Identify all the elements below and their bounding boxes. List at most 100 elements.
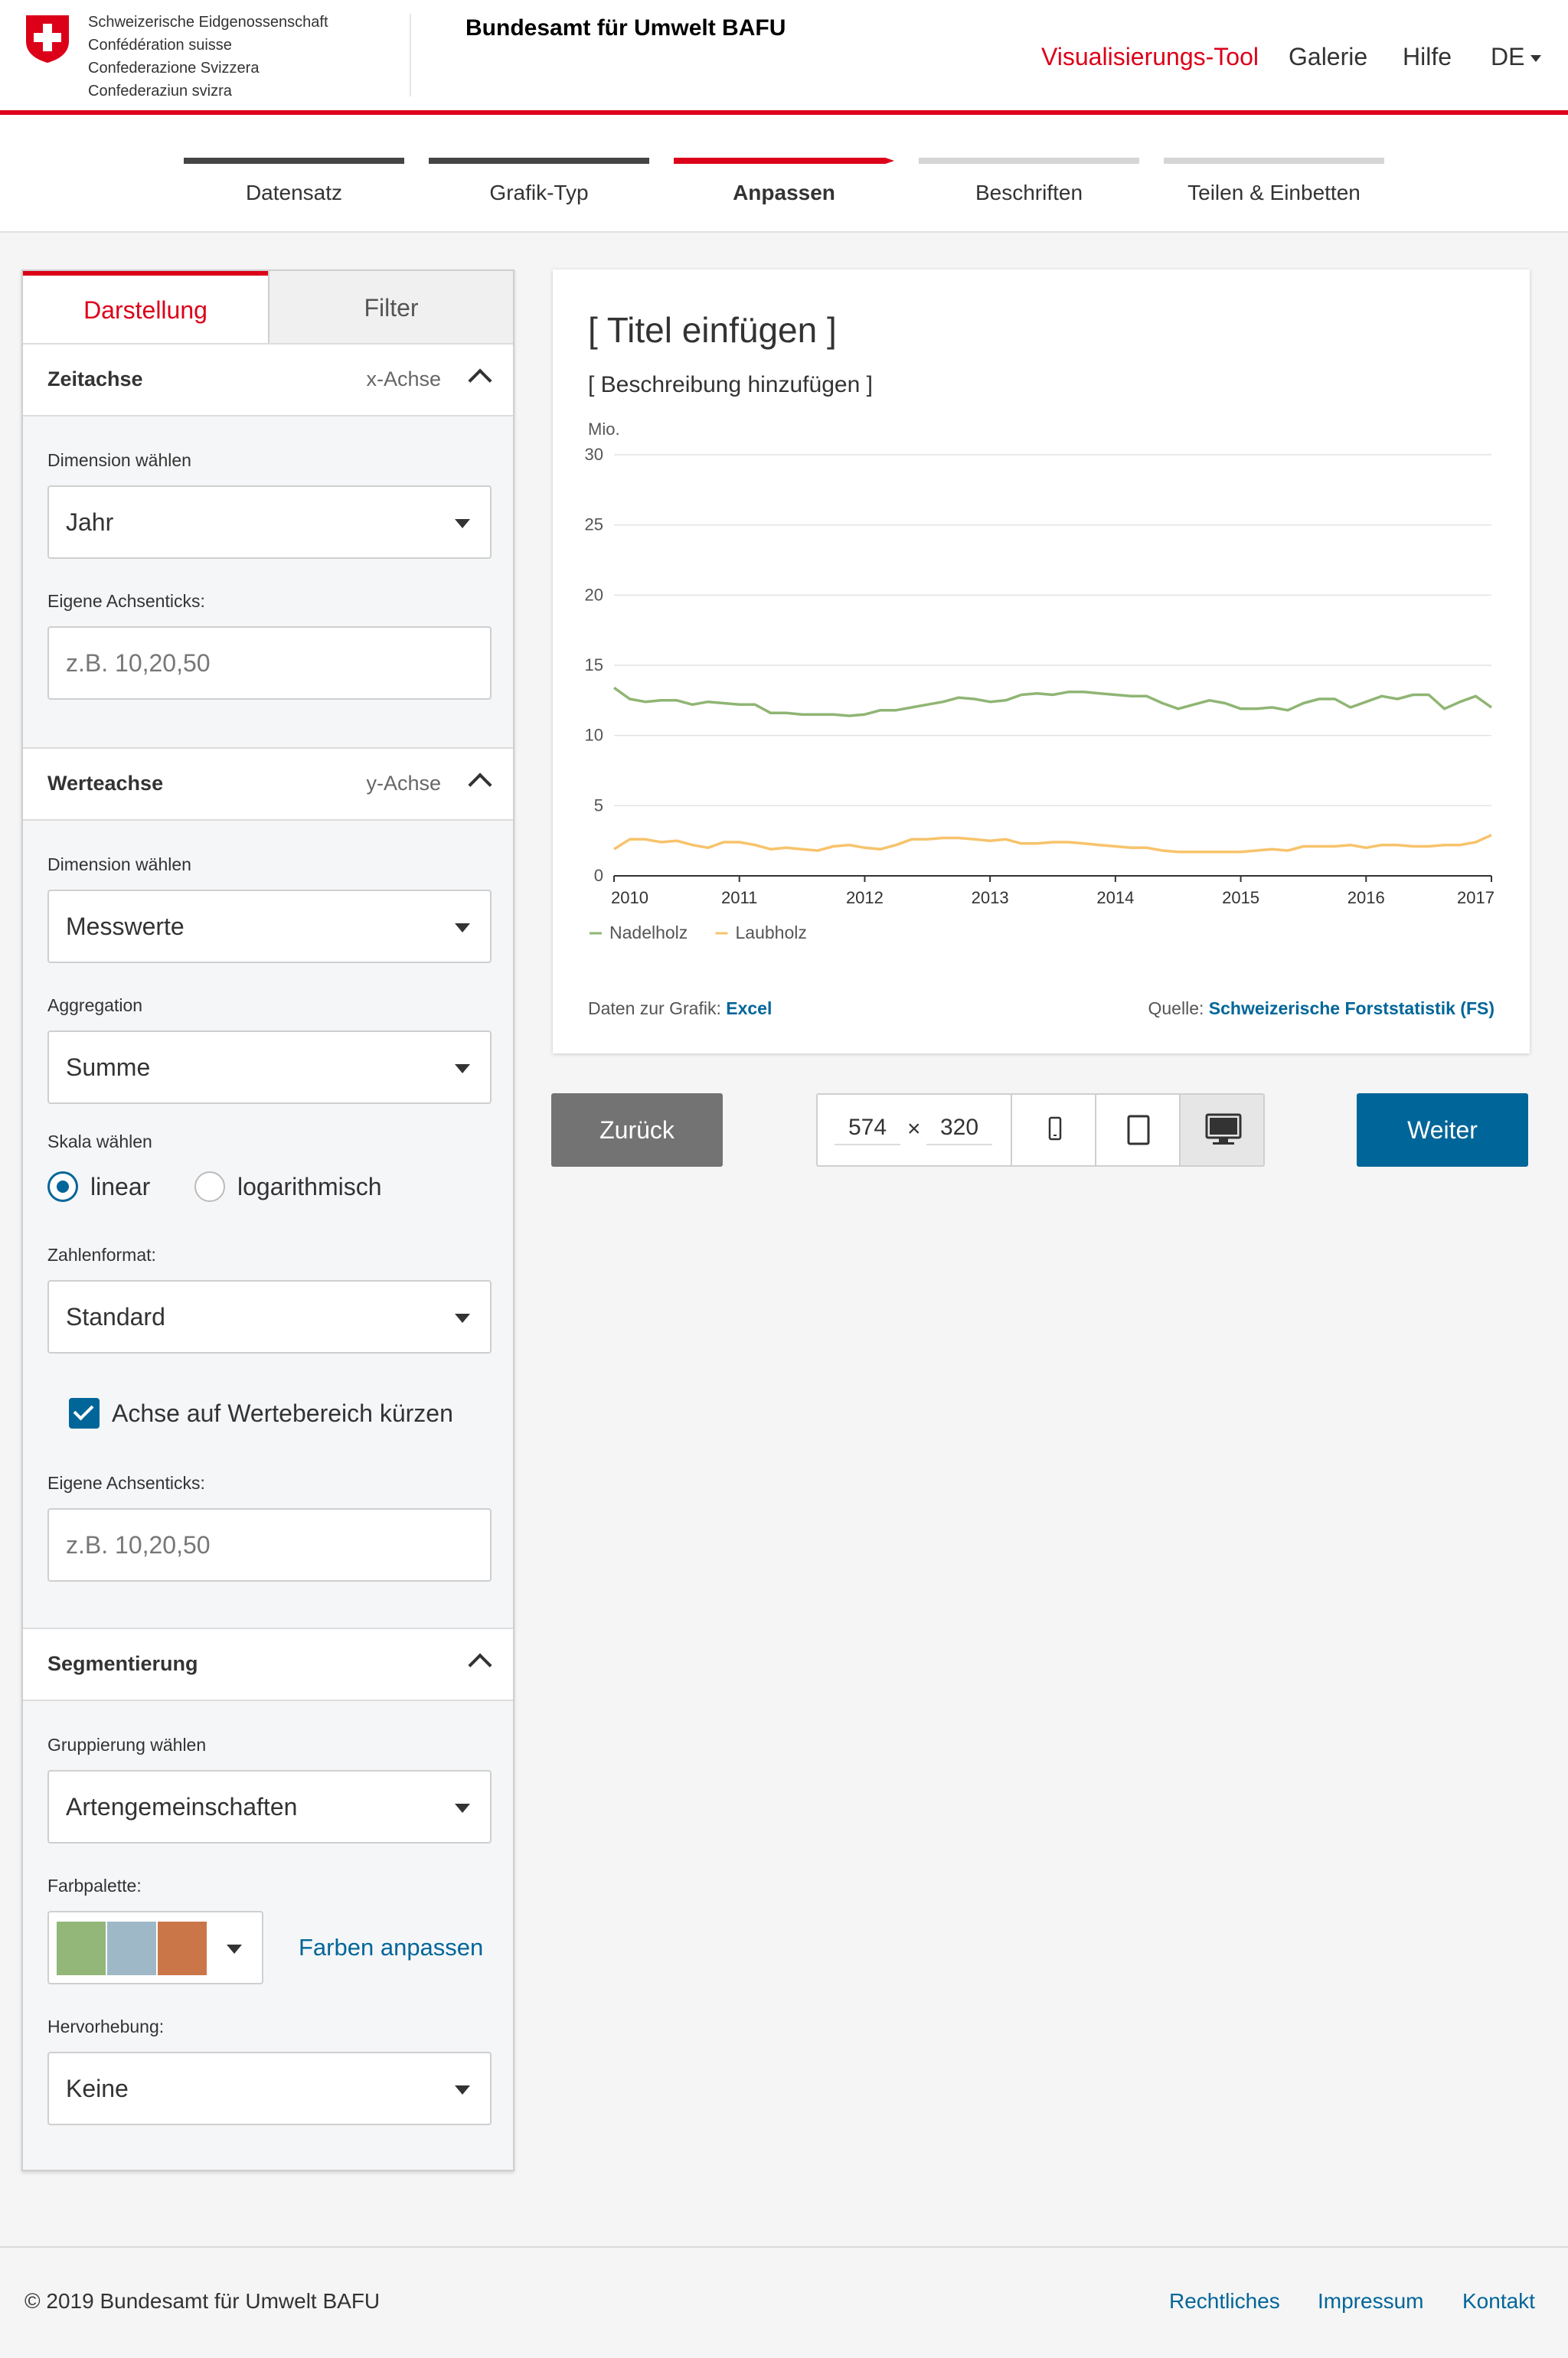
value-ticks-input[interactable] [47, 1508, 492, 1582]
y-tick-label: 0 [594, 866, 603, 885]
step-label: Teilen & Einbetten [1187, 181, 1361, 204]
footer-link-imprint[interactable]: Impressum [1318, 2289, 1424, 2313]
chart-preview-card: [ Titel einfügen ] [ Beschreibung hinzuf… [553, 269, 1530, 1053]
section-title: Werteachse [47, 772, 164, 795]
stepper: Datensatz Grafik-Typ Anpassen Beschrifte… [0, 119, 1568, 233]
language-switcher[interactable]: DE [1491, 43, 1542, 71]
chevron-up-icon[interactable] [468, 1653, 492, 1677]
chevron-up-icon[interactable] [468, 368, 492, 393]
next-button[interactable]: Weiter [1357, 1093, 1528, 1167]
width-input[interactable]: 574 [835, 1115, 900, 1145]
number-format-select[interactable]: Standard [47, 1280, 492, 1354]
chart-source: Quelle: Schweizerische Forststatistik (F… [1148, 998, 1495, 1019]
nav-visualization-tool[interactable]: Visualisierungs-Tool [1041, 43, 1259, 70]
step-bar [919, 158, 1139, 164]
step-bar [674, 158, 894, 164]
section-segmentation-header[interactable]: Segmentierung [23, 1628, 513, 1701]
scale-log-label[interactable]: logarithmisch [237, 1173, 382, 1200]
chart-data-download: Daten zur Grafik: Excel [588, 998, 772, 1019]
time-ticks-input[interactable] [47, 626, 492, 700]
aggregation-label: Aggregation [47, 995, 143, 1015]
confederation-line-rm: Confederaziun svizra [88, 83, 232, 100]
confederation-line-de: Schweizerische Eidgenossenschaft [88, 14, 328, 31]
times-sign: × [907, 1116, 921, 1141]
value-dimension-label: Dimension wählen [47, 854, 191, 874]
step-customize[interactable]: Anpassen [674, 158, 894, 205]
chevron-up-icon[interactable] [468, 772, 492, 797]
caret-down-icon [455, 2085, 470, 2095]
height-input[interactable]: 320 [926, 1115, 992, 1145]
source-link[interactable]: Schweizerische Forststatistik (FS) [1208, 998, 1494, 1018]
y-axis-unit-label: Mio. [588, 420, 620, 439]
chart-size-control: 574 × 320 [816, 1093, 1265, 1167]
palette-select[interactable] [47, 1911, 263, 1984]
chart-description[interactable]: [ Beschreibung hinzufügen ] [588, 372, 873, 397]
scale-label: Skala wählen [47, 1132, 152, 1151]
excel-download-link[interactable]: Excel [726, 998, 773, 1018]
step-label: Anpassen [733, 181, 835, 204]
tab-filter[interactable]: Filter [268, 271, 513, 345]
step-dataset[interactable]: Datensatz [184, 158, 404, 205]
scale-log-radio[interactable] [194, 1171, 225, 1202]
select-value: Keine [66, 2075, 129, 2102]
nav-help[interactable]: Hilfe [1403, 43, 1452, 70]
x-tick-label: 2016 [1348, 888, 1385, 907]
select-value: Summe [66, 1053, 151, 1081]
header-divider [410, 14, 411, 96]
phone-icon [1048, 1116, 1062, 1141]
x-tick-label: 2013 [972, 888, 1009, 907]
desktop-icon [1205, 1113, 1242, 1145]
palette-swatch [158, 1922, 207, 1975]
tab-display[interactable]: Darstellung [23, 271, 268, 345]
data-label: Daten zur Grafik: [588, 998, 721, 1018]
y-tick-label: 5 [594, 795, 603, 815]
caret-down-icon [1530, 55, 1542, 63]
x-tick-label: 2014 [1096, 888, 1134, 907]
chart-title[interactable]: [ Titel einfügen ] [588, 310, 837, 350]
section-title: Zeitachse [47, 367, 143, 390]
series-line-nadelholz [612, 686, 1493, 717]
step-chart-type[interactable]: Grafik-Typ [429, 158, 649, 205]
step-share-embed[interactable]: Teilen & Einbetten [1164, 158, 1384, 205]
step-annotate[interactable]: Beschriften [919, 158, 1139, 205]
truncate-axis-checkbox[interactable] [69, 1398, 100, 1429]
caret-down-icon [455, 1804, 470, 1813]
highlight-select[interactable]: Keine [47, 2052, 492, 2125]
legend-label: Nadelholz [609, 923, 688, 942]
step-label: Grafik-Typ [489, 181, 589, 204]
aggregation-select[interactable]: Summe [47, 1030, 492, 1104]
scale-linear-radio[interactable] [47, 1171, 78, 1202]
time-dimension-select[interactable]: Jahr [47, 485, 492, 559]
y-tick-label: 25 [585, 515, 603, 534]
panel-tabs: Darstellung Filter [23, 271, 513, 345]
line-chart: Mio. 0 5 10 15 20 25 30 2010 2011 2012 2013 2014 2015… [585, 420, 1494, 942]
footer-link-legal[interactable]: Rechtliches [1169, 2289, 1280, 2313]
source-label: Quelle: [1148, 998, 1204, 1018]
select-value: Messwerte [66, 913, 185, 940]
section-time-axis-header[interactable]: Zeitachse x-Achse [23, 343, 513, 416]
section-value-axis-header[interactable]: Werteachse y-Achse [23, 747, 513, 821]
truncate-axis-label[interactable]: Achse auf Wertebereich kürzen [112, 1399, 453, 1427]
scale-linear-label[interactable]: linear [90, 1173, 151, 1200]
caret-down-icon [227, 1945, 242, 1954]
caret-down-icon [455, 519, 470, 528]
config-panel: Darstellung Filter Zeitachse x-Achse Dim… [21, 269, 514, 2171]
grouping-select[interactable]: Artengemeinschaften [47, 1770, 492, 1844]
value-dimension-select[interactable]: Messwerte [47, 890, 492, 963]
y-tick-label: 30 [585, 445, 603, 464]
footer-link-contact[interactable]: Kontakt [1462, 2289, 1535, 2313]
caret-down-icon [455, 1314, 470, 1323]
caret-down-icon [455, 1064, 470, 1073]
y-tick-label: 10 [585, 726, 603, 745]
y-tick-label: 20 [585, 585, 603, 604]
back-button[interactable]: Zurück [551, 1093, 723, 1167]
step-label: Datensatz [245, 181, 343, 204]
step-bar [1164, 158, 1384, 164]
series-line-laubholz [613, 834, 1492, 854]
x-tick-label: 2011 [721, 888, 757, 907]
nav-gallery[interactable]: Galerie [1289, 43, 1368, 70]
tablet-preview-button[interactable] [1095, 1095, 1179, 1165]
desktop-preview-button[interactable] [1179, 1095, 1263, 1165]
phone-preview-button[interactable] [1011, 1095, 1095, 1165]
customize-colors-link[interactable]: Farben anpassen [299, 1934, 484, 1961]
